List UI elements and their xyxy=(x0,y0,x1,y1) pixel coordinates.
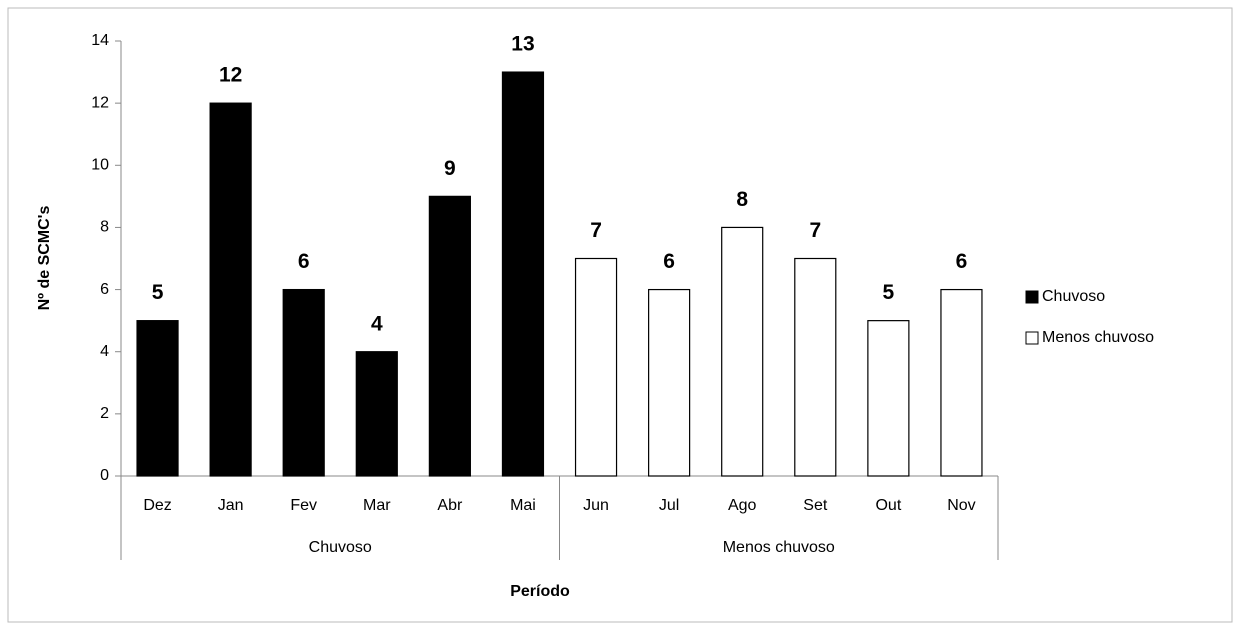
data-label: 9 xyxy=(444,157,456,180)
data-label: 13 xyxy=(511,33,534,56)
group-label: Menos chuvoso xyxy=(723,539,835,556)
data-label: 12 xyxy=(219,64,242,87)
bar xyxy=(940,288,983,477)
x-tick-label: Ago xyxy=(728,497,757,514)
legend-swatch xyxy=(1025,290,1039,304)
bar xyxy=(648,288,691,477)
bar xyxy=(721,226,764,477)
bar xyxy=(867,320,910,477)
data-label: 5 xyxy=(883,281,895,304)
x-tick-label: Mar xyxy=(363,497,391,514)
y-tick-label: 8 xyxy=(100,219,109,236)
y-tick-label: 10 xyxy=(91,157,109,174)
bar xyxy=(574,257,618,477)
x-tick-label: Nov xyxy=(947,497,975,514)
data-label: 5 xyxy=(152,281,164,304)
legend-label: Chuvoso xyxy=(1042,288,1105,305)
y-axis-title: Nº de SCMC's xyxy=(36,206,53,311)
x-tick-label: Out xyxy=(875,497,901,514)
data-label: 8 xyxy=(736,188,748,211)
y-tick-label: 6 xyxy=(100,281,109,298)
bar xyxy=(794,257,837,477)
bar xyxy=(282,288,325,477)
group-label: Chuvoso xyxy=(309,539,372,556)
x-tick-label: Dez xyxy=(143,497,171,514)
bar xyxy=(209,102,252,477)
data-label: 7 xyxy=(590,219,602,242)
legend-swatch xyxy=(1025,331,1039,345)
x-tick-label: Jun xyxy=(583,497,609,514)
data-label: 6 xyxy=(663,250,675,273)
y-tick-label: 12 xyxy=(91,94,109,111)
legend-label: Menos chuvoso xyxy=(1042,329,1154,346)
data-label: 6 xyxy=(956,250,968,273)
data-label: 6 xyxy=(298,250,310,273)
y-tick-label: 14 xyxy=(91,32,109,49)
bar xyxy=(501,71,545,477)
x-tick-label: Mai xyxy=(510,497,536,514)
chart-border xyxy=(7,7,1233,623)
y-tick-label: 2 xyxy=(100,405,109,422)
x-tick-label: Jan xyxy=(218,497,244,514)
bar xyxy=(355,351,398,477)
y-tick-label: 4 xyxy=(100,343,109,360)
data-label: 4 xyxy=(371,312,383,335)
bar xyxy=(428,195,471,477)
x-tick-label: Set xyxy=(803,497,828,514)
x-tick-label: Abr xyxy=(437,497,463,514)
x-tick-label: Jul xyxy=(659,497,679,514)
data-label: 7 xyxy=(809,219,821,242)
x-axis-title: Período xyxy=(510,583,570,600)
x-tick-label: Fev xyxy=(290,497,317,514)
y-tick-label: 0 xyxy=(100,467,109,484)
bar xyxy=(136,320,179,477)
